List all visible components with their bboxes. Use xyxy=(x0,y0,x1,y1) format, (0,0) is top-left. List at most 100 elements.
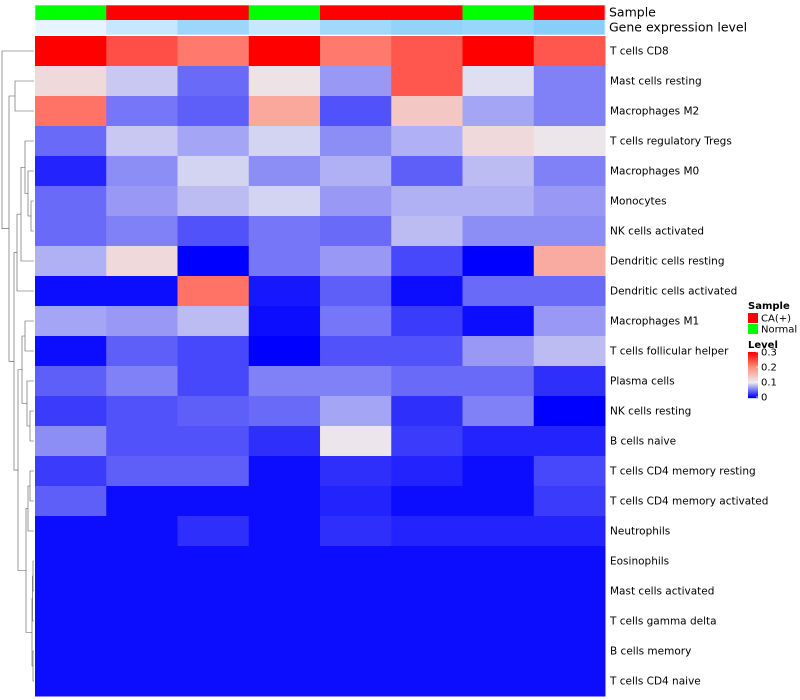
legend-gradient-step xyxy=(748,389,758,391)
heatmap-cell xyxy=(462,126,535,157)
legend-sample-label: CA(+) xyxy=(761,314,791,325)
heatmap-cell xyxy=(106,486,178,517)
heatmap-cell xyxy=(391,246,463,277)
row-label: Macrophages M0 xyxy=(610,166,699,178)
legend-gradient-step xyxy=(748,388,758,390)
heatmap-cell xyxy=(106,606,178,637)
annotation-expression-cell xyxy=(106,20,178,35)
heatmap-cell xyxy=(248,276,321,307)
heatmap-cell xyxy=(35,126,107,157)
legend-gradient-step xyxy=(748,380,758,382)
legend-gradient-step xyxy=(748,372,758,374)
heatmap-cell xyxy=(106,576,178,607)
legend-gradient-step xyxy=(748,355,758,357)
annotation-sample-cell xyxy=(320,5,392,20)
heatmap-cell xyxy=(320,396,392,427)
heatmap-cell xyxy=(177,156,250,187)
annotation-sample-cell xyxy=(35,5,107,20)
row-label: Monocytes xyxy=(610,196,667,208)
legend-gradient-step xyxy=(748,357,758,359)
heatmap-cell xyxy=(248,636,321,667)
annotation-expression-cell xyxy=(533,20,606,35)
legend-gradient-step xyxy=(748,390,758,392)
heatmap-cell xyxy=(177,636,250,667)
heatmap-cell xyxy=(533,516,606,547)
legend-gradient-step xyxy=(748,385,758,387)
heatmap-cell xyxy=(106,366,178,397)
legend-sample: Sample CA(+)Normal xyxy=(748,301,797,336)
legend-gradient-step xyxy=(748,383,758,385)
heatmap-cell xyxy=(248,186,321,217)
heatmap-cell xyxy=(106,396,178,427)
heatmap-cell xyxy=(35,156,107,187)
legend-gradient-step xyxy=(748,378,758,380)
legend-gradient-step xyxy=(748,362,758,364)
heatmap-cell xyxy=(248,366,321,397)
legend-gradient-step xyxy=(748,396,758,398)
heatmap-cell xyxy=(248,66,321,97)
legend-sample-swatch xyxy=(748,313,758,323)
row-dendrogram xyxy=(1,50,34,682)
heatmap-cell xyxy=(320,216,392,247)
dendrogram-branch xyxy=(21,335,27,404)
heatmap-cell xyxy=(320,606,392,637)
heatmap-cell xyxy=(106,216,178,247)
heatmap-cell xyxy=(248,36,321,67)
heatmap-cell xyxy=(320,336,392,367)
legend-gradient-step xyxy=(748,395,758,397)
heatmap-cell xyxy=(391,156,463,187)
heatmap-cell xyxy=(462,666,535,697)
legend-gradient-step xyxy=(748,384,758,386)
heatmap-cell xyxy=(248,456,321,487)
heatmap-cell xyxy=(248,486,321,517)
dendrogram-branch xyxy=(29,470,34,502)
heatmap-cell xyxy=(533,66,606,97)
heatmap-cell xyxy=(391,636,463,667)
heatmap-cell xyxy=(462,516,535,547)
row-label: B cells naive xyxy=(610,436,676,448)
heatmap-cell xyxy=(462,216,535,247)
legend-gradient-step xyxy=(748,360,758,362)
heatmap-cell xyxy=(35,186,107,217)
heatmap-cell xyxy=(106,666,178,697)
row-label: Macrophages M1 xyxy=(610,316,699,328)
legend-sample-title: Sample xyxy=(748,301,790,312)
row-label: T cells CD8 xyxy=(609,46,669,58)
heatmap-cell xyxy=(391,546,463,577)
legend-gradient-step xyxy=(748,393,758,395)
heatmap-cell xyxy=(462,366,535,397)
heatmap-cell xyxy=(106,66,178,97)
heatmap-cell xyxy=(462,66,535,97)
heatmap-cell xyxy=(35,66,107,97)
heatmap-cell xyxy=(533,486,606,517)
heatmap-cell xyxy=(391,576,463,607)
heatmap-cell xyxy=(177,36,250,67)
heatmap-cell xyxy=(533,456,606,487)
heatmap-cell xyxy=(533,96,606,127)
row-label: T cells follicular helper xyxy=(609,346,729,358)
row-label: T cells CD4 naive xyxy=(609,676,701,688)
heatmap-cell xyxy=(35,36,107,67)
heatmap-cell xyxy=(533,306,606,337)
heatmap-cell xyxy=(248,246,321,277)
legend-tick-label: 0.1 xyxy=(761,378,777,389)
row-label: Macrophages M2 xyxy=(610,106,699,118)
legend-gradient-step xyxy=(748,353,758,355)
legend-tick-label: 0.2 xyxy=(761,363,777,374)
heatmap-cell xyxy=(462,186,535,217)
heatmap-cell xyxy=(462,156,535,187)
heatmap-cell xyxy=(177,546,250,577)
heatmap-cell xyxy=(248,96,321,127)
heatmap-cell xyxy=(106,186,178,217)
dendrogram-branch xyxy=(14,80,34,112)
heatmap-cell xyxy=(248,426,321,457)
heatmap-cell xyxy=(462,246,535,277)
heatmap-cell xyxy=(248,216,321,247)
legend-gradient-step xyxy=(748,374,758,376)
annotation-expression-cell xyxy=(320,20,392,35)
heatmap-cell xyxy=(391,126,463,157)
heatmap-cell xyxy=(320,546,392,577)
heatmap-cell xyxy=(320,366,392,397)
annotation-expression-cell xyxy=(248,20,321,35)
heatmap-cell xyxy=(177,336,250,367)
